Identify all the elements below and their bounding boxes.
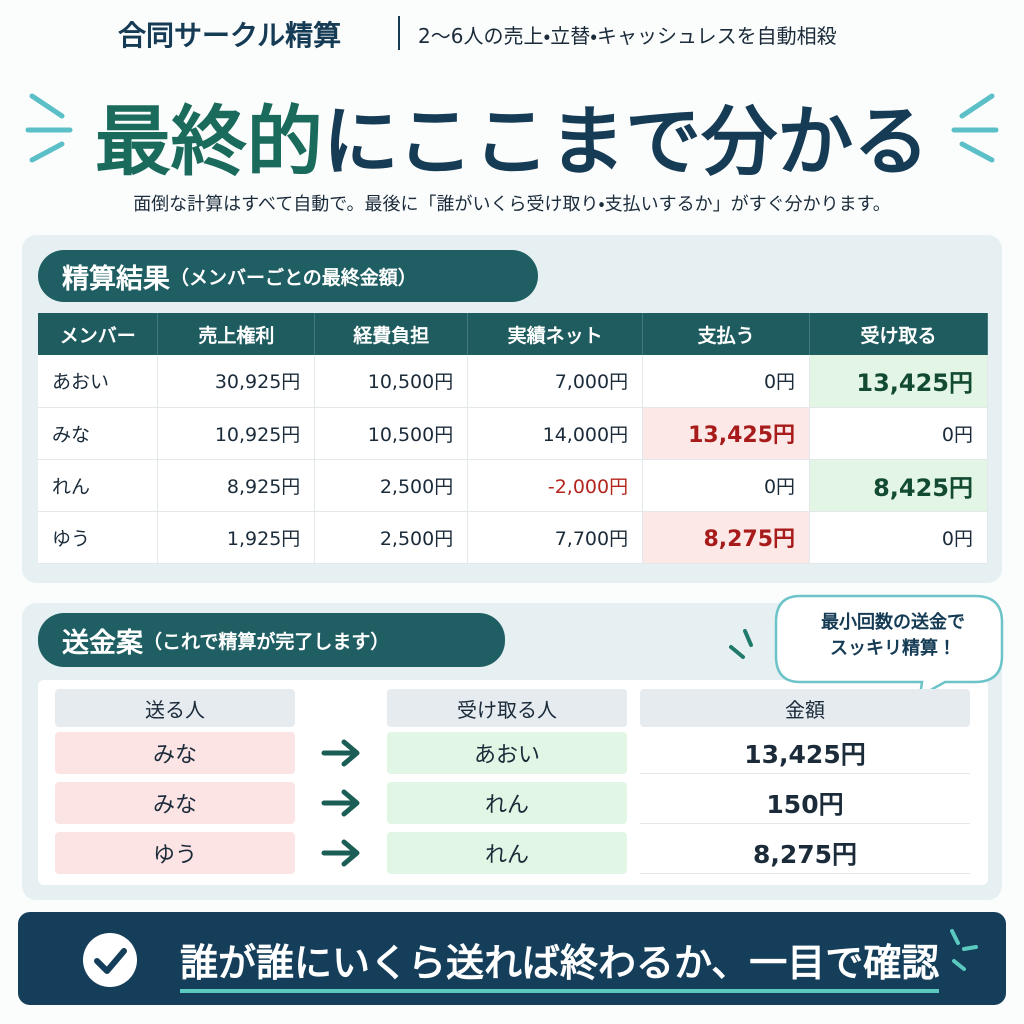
cell: 1,925円 <box>157 511 316 564</box>
cell: 13,425円 <box>809 355 988 408</box>
title: 合同サークル精算 <box>118 19 342 52</box>
arrow <box>321 839 360 867</box>
cell: 30,925円 <box>157 355 316 408</box>
headline-rest: にここまで分かる <box>322 97 930 186</box>
bubble-line: 最小回数の送金で <box>821 612 965 633</box>
cell: 10,500円 <box>314 355 469 408</box>
cell: あおい <box>38 355 159 408</box>
person: れん <box>387 832 627 874</box>
deco-left <box>25 93 73 163</box>
column-header: 経費負担 <box>314 313 469 355</box>
cell: 8,925円 <box>157 459 316 512</box>
column-header: メンバー <box>38 313 159 355</box>
header-row: メンバー 売上権利 経費負担 実績ネット 支払う 受け取る <box>38 313 988 355</box>
column-header: 支払う <box>642 313 811 355</box>
cell: 8,275円 <box>642 511 811 564</box>
cell: 0円 <box>809 511 988 564</box>
transfers-note: （これで精算が完了します） <box>143 630 390 653</box>
cell: 8,425円 <box>809 459 988 512</box>
subtitle: 2〜6人の売上・立替・キャッシュレスを自動相殺 <box>418 24 837 48</box>
description: 面倒な計算はすべて自動で。最後に「誰がいくら受け取り・支払いするか」がすぐ分かり… <box>133 194 891 215</box>
cell: 0円 <box>642 459 811 512</box>
separator <box>398 16 400 50</box>
bubble-line: スッキリ精算！ <box>830 638 956 659</box>
cell: 7,700円 <box>467 511 644 564</box>
transfers-heading: 送金案 （これで精算が完了します） <box>38 613 505 667</box>
deco-right <box>951 93 999 163</box>
headline: 最終的にここまで分かる <box>0 80 1024 190</box>
footer-text: 誰が誰にいくら送れば終わるか、一目で確認 <box>180 932 940 993</box>
headline-accent: 最終的 <box>94 97 323 186</box>
results-note: （メンバーごとの最終金額） <box>170 266 417 289</box>
cell: 13,425円 <box>642 407 811 460</box>
check-icon <box>83 933 137 987</box>
cell: れん <box>38 459 159 512</box>
arrow <box>321 789 360 817</box>
column-header: 送る人 <box>55 689 295 727</box>
column-header: 受け取る人 <box>387 689 627 727</box>
person: あおい <box>387 732 627 774</box>
cell: 2,500円 <box>314 459 469 512</box>
results-table: メンバー 売上権利 経費負担 実績ネット 支払う 受け取る あおい 30,925円 10,500… <box>38 313 988 564</box>
cell: 14,000円 <box>467 407 644 460</box>
row: みな 10,925円 10,500円 14,000円 13,425円 0円 <box>38 407 988 460</box>
person: みな <box>55 782 295 824</box>
deco-bubble <box>729 629 753 659</box>
cell: 7,000円 <box>467 355 644 408</box>
deco-footer <box>950 929 978 971</box>
column-header: 実績ネット <box>467 313 644 355</box>
cell: 10,925円 <box>157 407 316 460</box>
cell: 2,500円 <box>314 511 469 564</box>
row: ゆう 1,925円 2,500円 7,700円 8,275円 0円 <box>38 511 988 564</box>
row: れん 8,925円 2,500円 -2,000円 0円 8,425円 <box>38 459 988 512</box>
column-header: 売上権利 <box>157 313 316 355</box>
cell: 0円 <box>642 355 811 408</box>
arrow <box>321 739 360 767</box>
cell: -2,000円 <box>467 459 644 512</box>
amount: 8,275円 <box>640 832 970 874</box>
transfers-title: 送金案 <box>62 627 143 659</box>
person: ゆう <box>55 832 295 874</box>
amount: 13,425円 <box>640 732 970 774</box>
column-header: 金額 <box>640 689 970 727</box>
amount: 150円 <box>640 782 970 824</box>
cell: ゆう <box>38 511 159 564</box>
cell: 10,500円 <box>314 407 469 460</box>
row: あおい 30,925円 10,500円 7,000円 0円 13,425円 <box>38 355 988 408</box>
results-title: 精算結果 <box>62 263 170 295</box>
cell: 0円 <box>809 407 988 460</box>
person: れん <box>387 782 627 824</box>
cell: みな <box>38 407 159 460</box>
results-heading: 精算結果 （メンバーごとの最終金額） <box>38 250 538 302</box>
column-header: 受け取る <box>809 313 988 355</box>
person: みな <box>55 732 295 774</box>
bubble-text: 最小回数の送金で スッキリ精算！ <box>778 610 1008 662</box>
